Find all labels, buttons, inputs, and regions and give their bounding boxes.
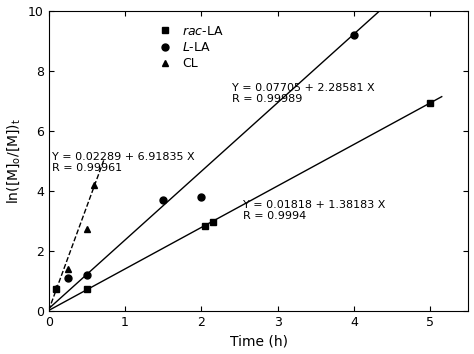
Text: Y = 0.07705 + 2.28581 X
R = 0.99989: Y = 0.07705 + 2.28581 X R = 0.99989 [232, 83, 374, 104]
Text: Y = 0.02289 + 6.91835 X
R = 0.99961: Y = 0.02289 + 6.91835 X R = 0.99961 [52, 152, 194, 173]
Y-axis label: ln([M]$_\mathregular{o}$/[M])$_\mathregular{t}$: ln([M]$_\mathregular{o}$/[M])$_\mathregu… [6, 118, 22, 204]
Legend: $\it{rac}$-LA, $\it{L}$-LA, CL: $\it{rac}$-LA, $\it{L}$-LA, CL [147, 20, 229, 75]
Text: Y = 0.01818 + 1.38183 X
R = 0.9994: Y = 0.01818 + 1.38183 X R = 0.9994 [243, 200, 386, 222]
X-axis label: Time (h): Time (h) [229, 335, 288, 348]
